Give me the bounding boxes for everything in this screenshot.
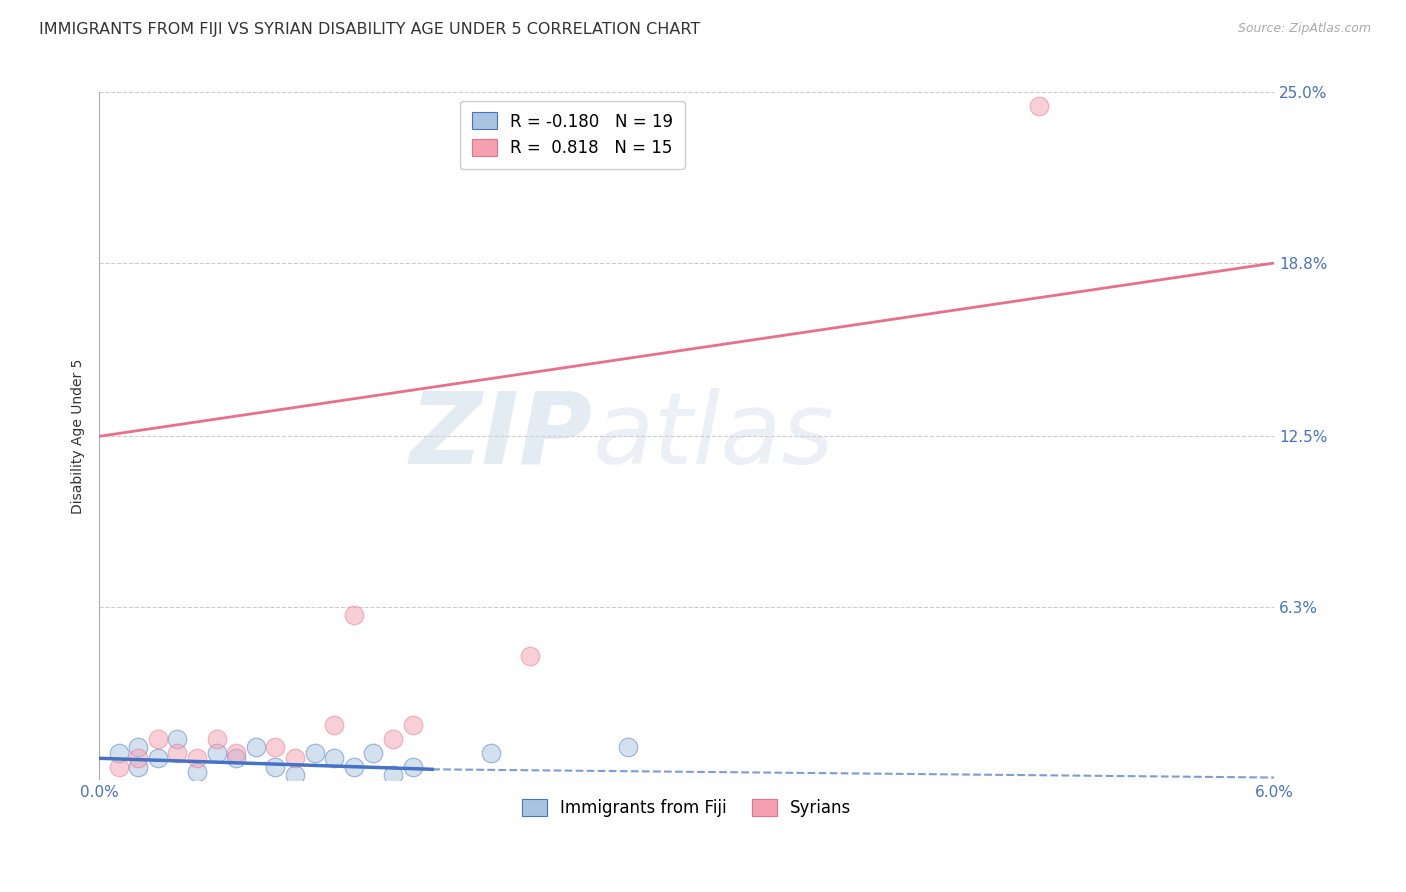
Point xyxy=(146,751,169,765)
Point xyxy=(363,746,385,760)
Point xyxy=(205,732,228,747)
Legend: Immigrants from Fiji, Syrians: Immigrants from Fiji, Syrians xyxy=(516,792,858,823)
Text: Source: ZipAtlas.com: Source: ZipAtlas.com xyxy=(1237,22,1371,36)
Text: IMMIGRANTS FROM FIJI VS SYRIAN DISABILITY AGE UNDER 5 CORRELATION CHART: IMMIGRANTS FROM FIJI VS SYRIAN DISABILIT… xyxy=(39,22,700,37)
Point xyxy=(107,746,129,760)
Point xyxy=(264,740,287,755)
Point xyxy=(245,740,267,755)
Point xyxy=(225,751,247,765)
Point xyxy=(205,746,228,760)
Text: atlas: atlas xyxy=(593,388,834,485)
Point xyxy=(284,751,307,765)
Text: ZIP: ZIP xyxy=(409,388,593,485)
Point xyxy=(519,649,541,664)
Point xyxy=(343,608,366,623)
Point xyxy=(617,740,640,755)
Point xyxy=(186,765,208,780)
Point xyxy=(401,759,423,773)
Point xyxy=(166,732,188,747)
Point xyxy=(381,732,404,747)
Point xyxy=(146,732,169,747)
Point xyxy=(127,759,149,773)
Point xyxy=(127,740,149,755)
Point xyxy=(381,768,404,782)
Point xyxy=(343,759,366,773)
Point xyxy=(107,759,129,773)
Point xyxy=(186,751,208,765)
Point xyxy=(127,751,149,765)
Point xyxy=(1028,99,1050,113)
Point xyxy=(323,718,346,732)
Point xyxy=(304,746,326,760)
Point xyxy=(479,746,502,760)
Point xyxy=(284,768,307,782)
Point xyxy=(166,746,188,760)
Y-axis label: Disability Age Under 5: Disability Age Under 5 xyxy=(72,359,86,514)
Point xyxy=(264,759,287,773)
Point xyxy=(323,751,346,765)
Point xyxy=(225,746,247,760)
Point xyxy=(401,718,423,732)
